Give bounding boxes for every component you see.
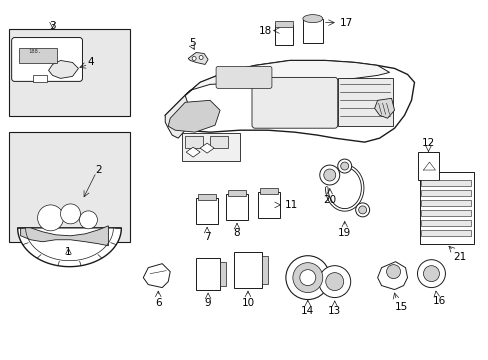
Bar bbox=[419, 172, 473, 244]
Bar bbox=[421, 210, 470, 216]
Bar bbox=[421, 180, 470, 186]
Circle shape bbox=[285, 256, 329, 300]
Polygon shape bbox=[143, 264, 170, 288]
Bar bbox=[210, 136, 227, 148]
Bar bbox=[196, 198, 218, 224]
Circle shape bbox=[323, 169, 335, 181]
Polygon shape bbox=[48, 60, 78, 78]
Circle shape bbox=[192, 57, 196, 60]
FancyBboxPatch shape bbox=[251, 77, 337, 128]
Text: 14: 14 bbox=[301, 306, 314, 315]
Text: 8: 8 bbox=[233, 228, 240, 238]
Text: 5: 5 bbox=[188, 37, 195, 48]
Circle shape bbox=[340, 162, 348, 170]
Text: 20: 20 bbox=[323, 195, 336, 205]
Bar bbox=[421, 200, 470, 206]
Text: 21: 21 bbox=[452, 252, 465, 262]
Bar bbox=[198, 194, 216, 200]
Text: 7: 7 bbox=[203, 232, 210, 242]
Bar bbox=[302, 19, 322, 42]
Polygon shape bbox=[377, 262, 407, 289]
Bar bbox=[274, 24, 292, 45]
Bar bbox=[262, 256, 267, 284]
Circle shape bbox=[423, 266, 439, 282]
Text: 18: 18 bbox=[258, 26, 271, 36]
Circle shape bbox=[299, 270, 315, 285]
Circle shape bbox=[417, 260, 445, 288]
Polygon shape bbox=[18, 228, 121, 267]
Circle shape bbox=[292, 263, 322, 293]
Text: 16: 16 bbox=[432, 296, 445, 306]
Circle shape bbox=[319, 165, 339, 185]
Text: 3: 3 bbox=[49, 21, 56, 31]
Polygon shape bbox=[168, 100, 220, 132]
Bar bbox=[33, 75, 46, 82]
Bar bbox=[225, 194, 247, 220]
Circle shape bbox=[358, 206, 366, 214]
Text: 13: 13 bbox=[327, 306, 341, 315]
Ellipse shape bbox=[302, 15, 322, 23]
Text: 12: 12 bbox=[421, 138, 434, 148]
Bar bbox=[9, 132, 130, 242]
Circle shape bbox=[61, 204, 81, 224]
Polygon shape bbox=[165, 95, 190, 138]
FancyBboxPatch shape bbox=[216, 67, 271, 88]
Bar bbox=[421, 220, 470, 226]
Bar bbox=[274, 21, 292, 27]
Text: 4: 4 bbox=[87, 58, 94, 67]
Polygon shape bbox=[20, 226, 108, 246]
Text: 19: 19 bbox=[337, 228, 350, 238]
Bar bbox=[421, 190, 470, 196]
Bar bbox=[421, 230, 470, 236]
Bar bbox=[9, 28, 130, 116]
Bar bbox=[196, 258, 220, 289]
Bar bbox=[185, 136, 203, 148]
Bar bbox=[234, 252, 262, 288]
Text: 2: 2 bbox=[95, 165, 102, 175]
Polygon shape bbox=[200, 143, 214, 153]
Bar bbox=[417, 152, 439, 180]
Text: 6: 6 bbox=[155, 298, 161, 307]
Text: 188.: 188. bbox=[29, 49, 41, 54]
Text: 10: 10 bbox=[241, 298, 254, 307]
Polygon shape bbox=[374, 98, 394, 118]
Bar bbox=[19, 48, 57, 63]
Text: 9: 9 bbox=[204, 298, 211, 307]
Bar bbox=[220, 262, 225, 285]
Circle shape bbox=[337, 159, 351, 173]
Bar bbox=[260, 188, 277, 194]
Bar bbox=[227, 190, 245, 196]
Polygon shape bbox=[188, 53, 208, 64]
Bar bbox=[258, 192, 279, 218]
Circle shape bbox=[386, 265, 400, 279]
Text: 17: 17 bbox=[339, 18, 352, 28]
Polygon shape bbox=[165, 60, 414, 142]
Polygon shape bbox=[185, 60, 389, 95]
Circle shape bbox=[318, 266, 350, 298]
Bar bbox=[427, 274, 439, 284]
Text: 15: 15 bbox=[394, 302, 407, 311]
FancyBboxPatch shape bbox=[12, 37, 82, 81]
Bar bbox=[182, 133, 240, 161]
Circle shape bbox=[38, 205, 63, 231]
Circle shape bbox=[325, 273, 343, 291]
Circle shape bbox=[355, 203, 369, 217]
Bar bbox=[325, 282, 343, 293]
Circle shape bbox=[80, 211, 97, 229]
Text: 11: 11 bbox=[285, 200, 298, 210]
Polygon shape bbox=[186, 147, 200, 157]
Text: 1: 1 bbox=[65, 247, 72, 257]
Bar bbox=[337, 78, 392, 126]
Circle shape bbox=[199, 55, 203, 59]
